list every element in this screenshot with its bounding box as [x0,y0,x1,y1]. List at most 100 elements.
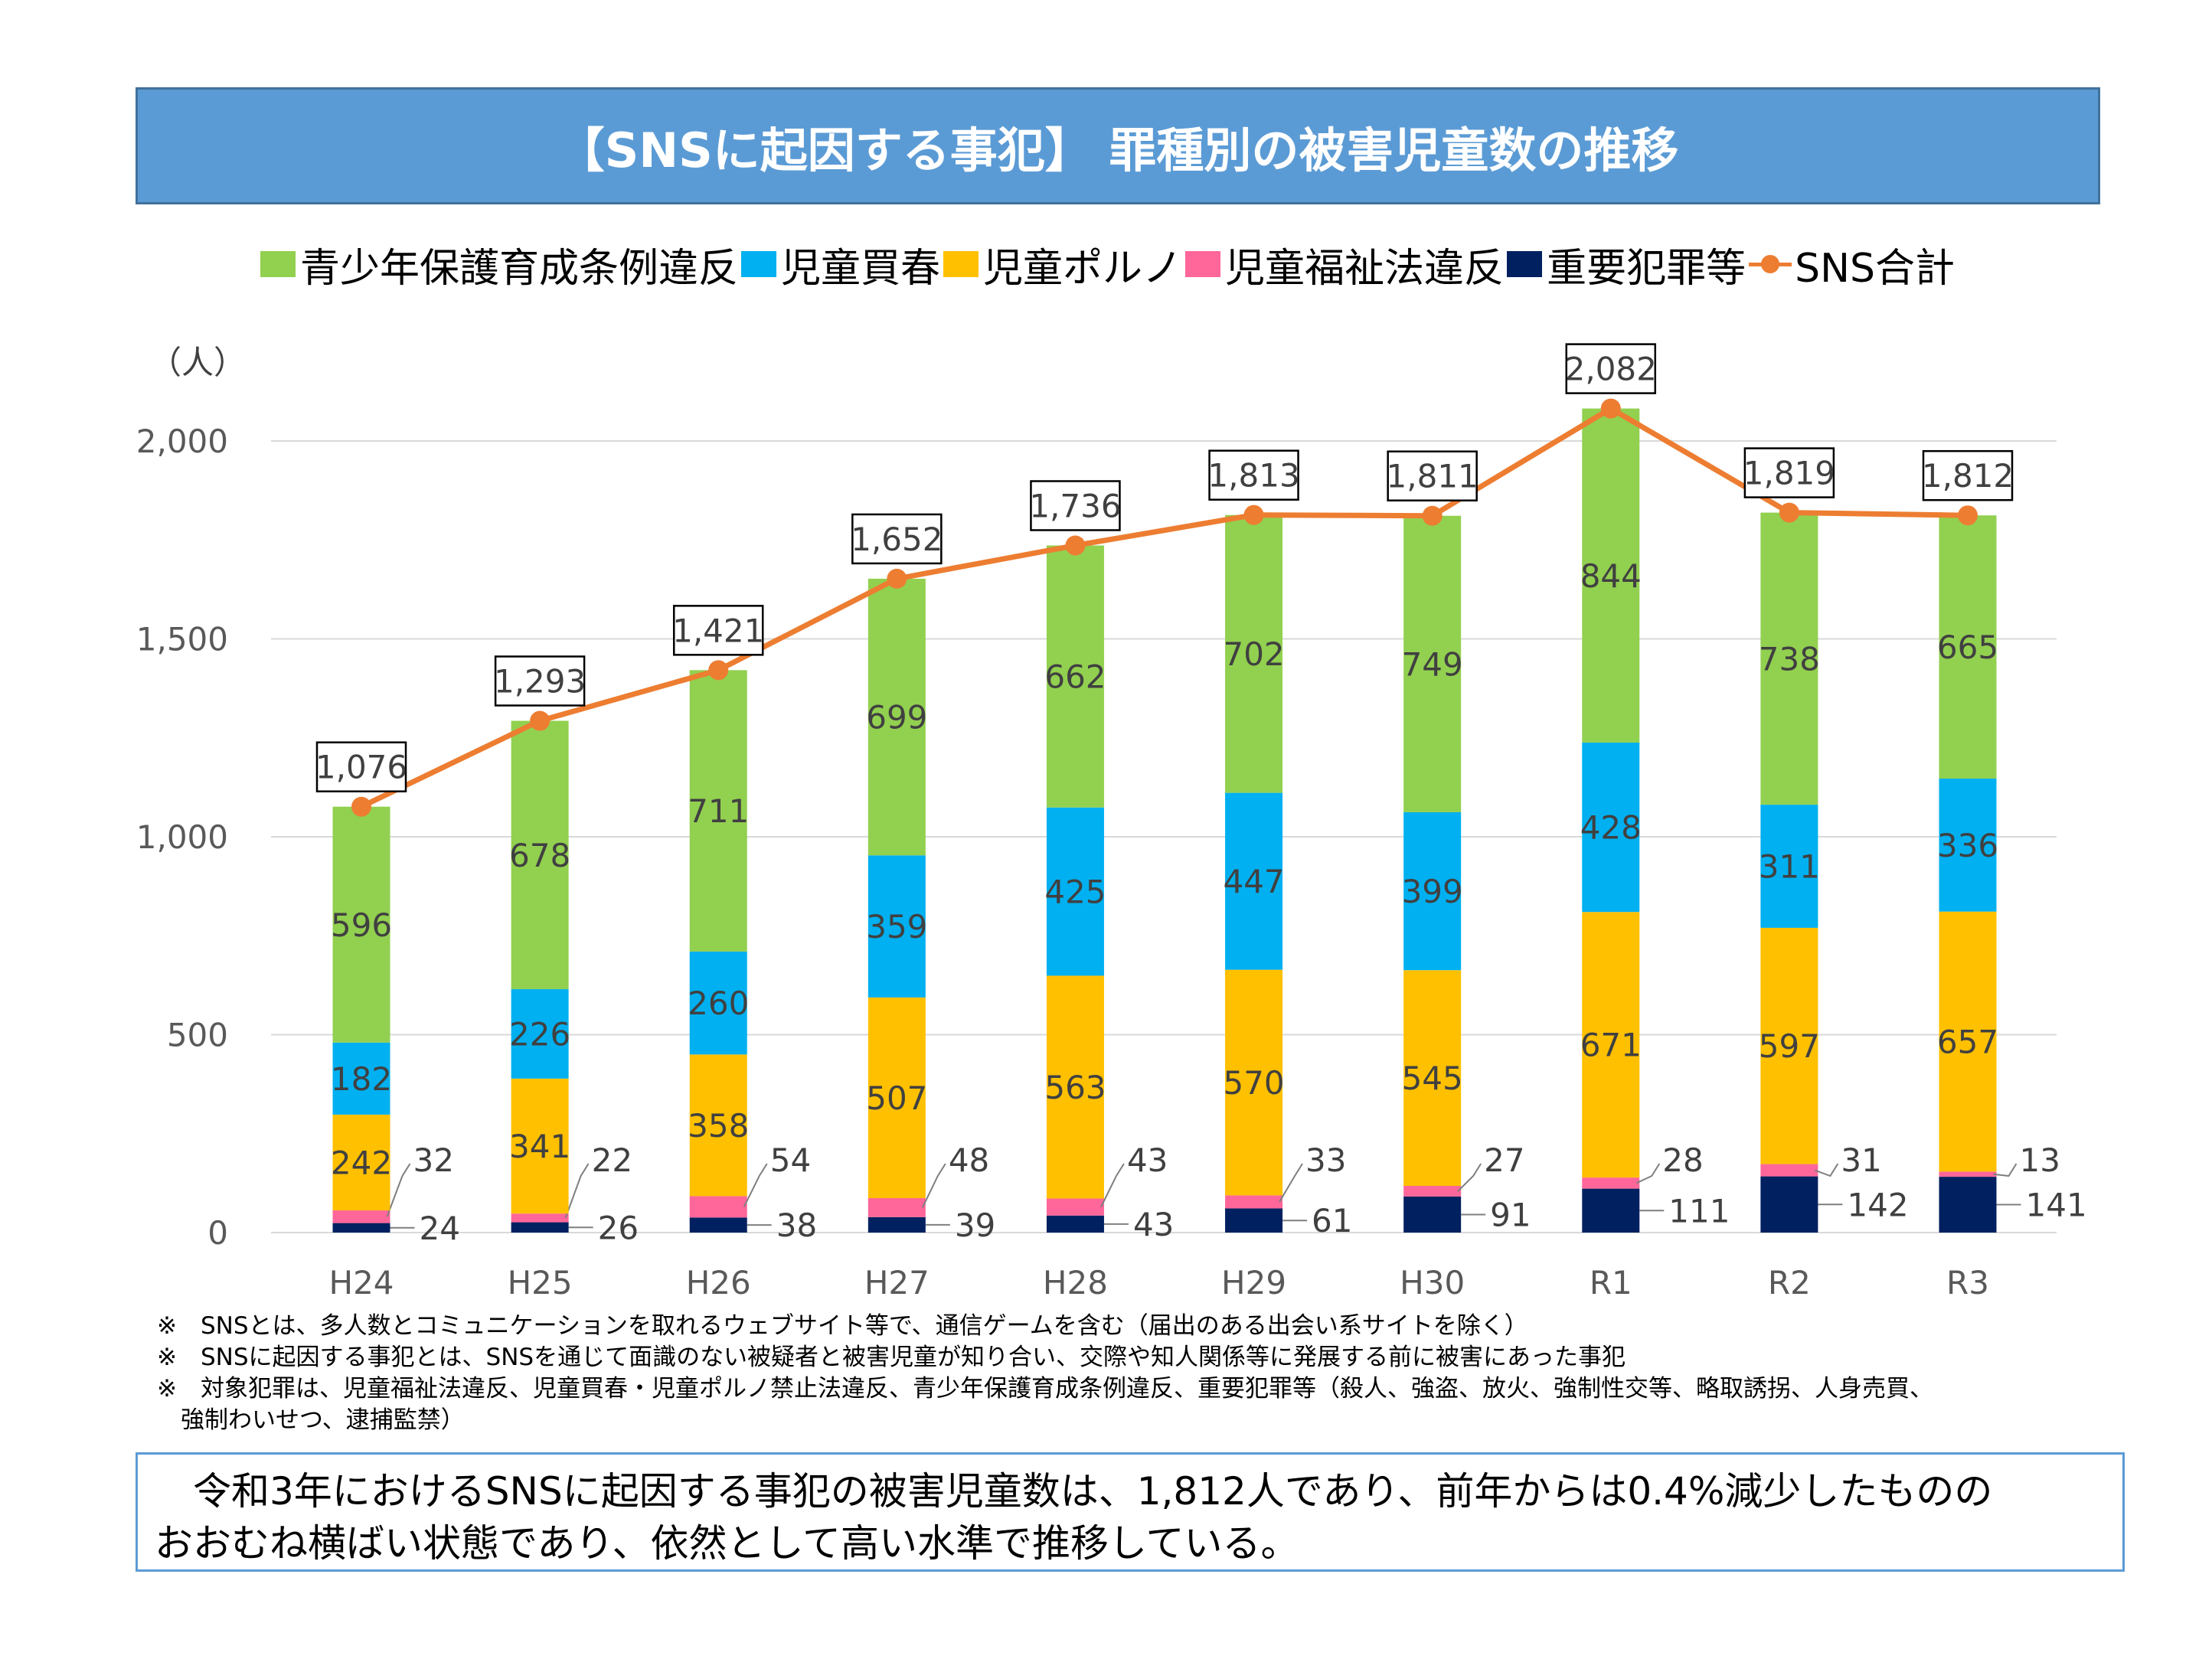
data-label: 39 [955,1207,995,1244]
legend-item-youth-ordinance: 青少年保護育成条例違反 [260,236,738,293]
footnote: 強制わいせつ、逮捕監禁） [157,1406,465,1434]
sns-total-marker [1422,505,1443,526]
y-tick-label: 500 [167,1017,228,1054]
data-label: 507 [866,1079,927,1117]
data-label: 26 [598,1209,639,1246]
legend: 青少年保護育成条例違反 児童買春 児童ポルノ 児童福祉法違反 重要犯罪等 SNS… [260,236,2113,293]
sns-total-marker [887,568,907,589]
sns-total-marker [1243,505,1264,525]
legend-swatch [1185,251,1221,277]
bar-segment [1939,779,1997,912]
bar-segment [1403,1196,1462,1233]
data-label: 22 [592,1141,632,1179]
total-label-box [1565,343,1657,394]
chart-title: 【SNSに起因する事犯】 罪種別の被害児童数の推移 [136,87,2100,204]
total-label: 2,082 [1565,351,1657,388]
total-label-box [1208,449,1299,501]
legend-item-child-pornography: 児童ポルノ [943,236,1182,293]
data-label: 111 [1668,1192,1730,1230]
x-tick-label: H24 [328,1264,394,1301]
sns-total-marker [1958,505,1978,526]
data-label: 341 [509,1128,570,1165]
bar-segment [1046,807,1104,976]
bar-segment [1760,927,1818,1164]
bar-segment [1939,911,1997,1172]
legend-swatch [1507,251,1543,277]
data-label: 54 [770,1141,811,1179]
total-label: 1,421 [672,612,764,649]
x-tick-label: H29 [1221,1264,1286,1301]
y-tick-label: 2,000 [136,423,228,460]
leader-line [743,1163,768,1207]
x-tick-label: R2 [1768,1264,1811,1301]
data-label: 399 [1402,873,1463,910]
leader-line [1815,1163,1839,1177]
data-label: 226 [509,1015,570,1053]
data-label: 61 [1312,1202,1352,1239]
bar-segment [511,1213,569,1223]
data-label: 28 [1662,1141,1703,1179]
bar-segment [332,1042,390,1115]
x-tick-label: H30 [1400,1264,1465,1301]
total-label: 1,736 [1029,487,1121,524]
leader-line [1635,1163,1661,1184]
total-label: 1,813 [1207,457,1299,495]
data-label: 665 [1937,629,1998,666]
data-label: 33 [1305,1141,1346,1179]
data-label: 24 [420,1210,460,1247]
bar-segment [1939,1177,1997,1233]
bar-segment [511,1222,569,1233]
leader-line [1457,1163,1482,1192]
x-tick-label: R3 [1946,1264,1989,1301]
x-tick-label: H26 [686,1264,751,1301]
summary-line: おおむね横ばい状態であり、依然として高い水準で推移している。 [155,1521,1299,1566]
bar-segment [1046,545,1104,808]
legend-label: 児童福祉法違反 [1225,245,1505,292]
y-axis-unit: （人） [149,344,247,381]
data-label: 242 [331,1144,392,1181]
data-label: 359 [866,908,927,945]
legend-item-sns-total: SNS合計 [1749,236,1955,293]
data-label: 570 [1223,1064,1284,1102]
leader-line [386,1163,411,1217]
bar-segment [867,855,926,998]
bar-segment [1582,408,1640,743]
bar-segment [1046,975,1104,1199]
sns-total-marker [530,710,551,731]
total-label-box [851,513,943,565]
data-label: 678 [509,837,570,874]
bar-segment [1225,792,1283,970]
bar-segment [1760,1176,1818,1233]
bar-segment [867,1198,926,1217]
data-label: 142 [1847,1186,1908,1223]
bar-segment [332,1210,390,1223]
bar-segment [867,1216,926,1233]
total-label: 1,076 [315,749,407,786]
bar-segment [1939,1171,1997,1177]
data-label: 336 [1937,827,1998,864]
data-label: 141 [2026,1187,2087,1224]
sns-total-marker [1600,398,1621,419]
data-label: 358 [688,1107,749,1145]
total-label-box [315,741,407,792]
bar-segment [1403,970,1462,1186]
total-label-box [1387,450,1478,501]
bar-segment [689,1054,747,1197]
data-label: 699 [866,699,927,736]
data-label: 43 [1133,1206,1174,1243]
data-label: 425 [1044,874,1106,911]
data-label: 27 [1484,1141,1524,1179]
bar-segment [1582,1177,1640,1189]
data-label: 311 [1759,848,1820,886]
data-label: 671 [1580,1027,1642,1064]
legend-swatch [260,251,296,277]
legend-line-swatch [1749,251,1792,277]
total-label-box [494,655,586,707]
data-label: 182 [331,1060,392,1098]
data-label: 749 [1402,645,1463,683]
data-label: 657 [1937,1024,1998,1061]
bar-segment [1760,805,1818,928]
bar-segment [1225,1195,1283,1209]
data-label: 38 [776,1207,817,1244]
bar-segment [1225,969,1283,1196]
